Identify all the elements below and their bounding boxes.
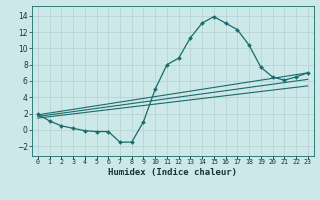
X-axis label: Humidex (Indice chaleur): Humidex (Indice chaleur) — [108, 168, 237, 177]
